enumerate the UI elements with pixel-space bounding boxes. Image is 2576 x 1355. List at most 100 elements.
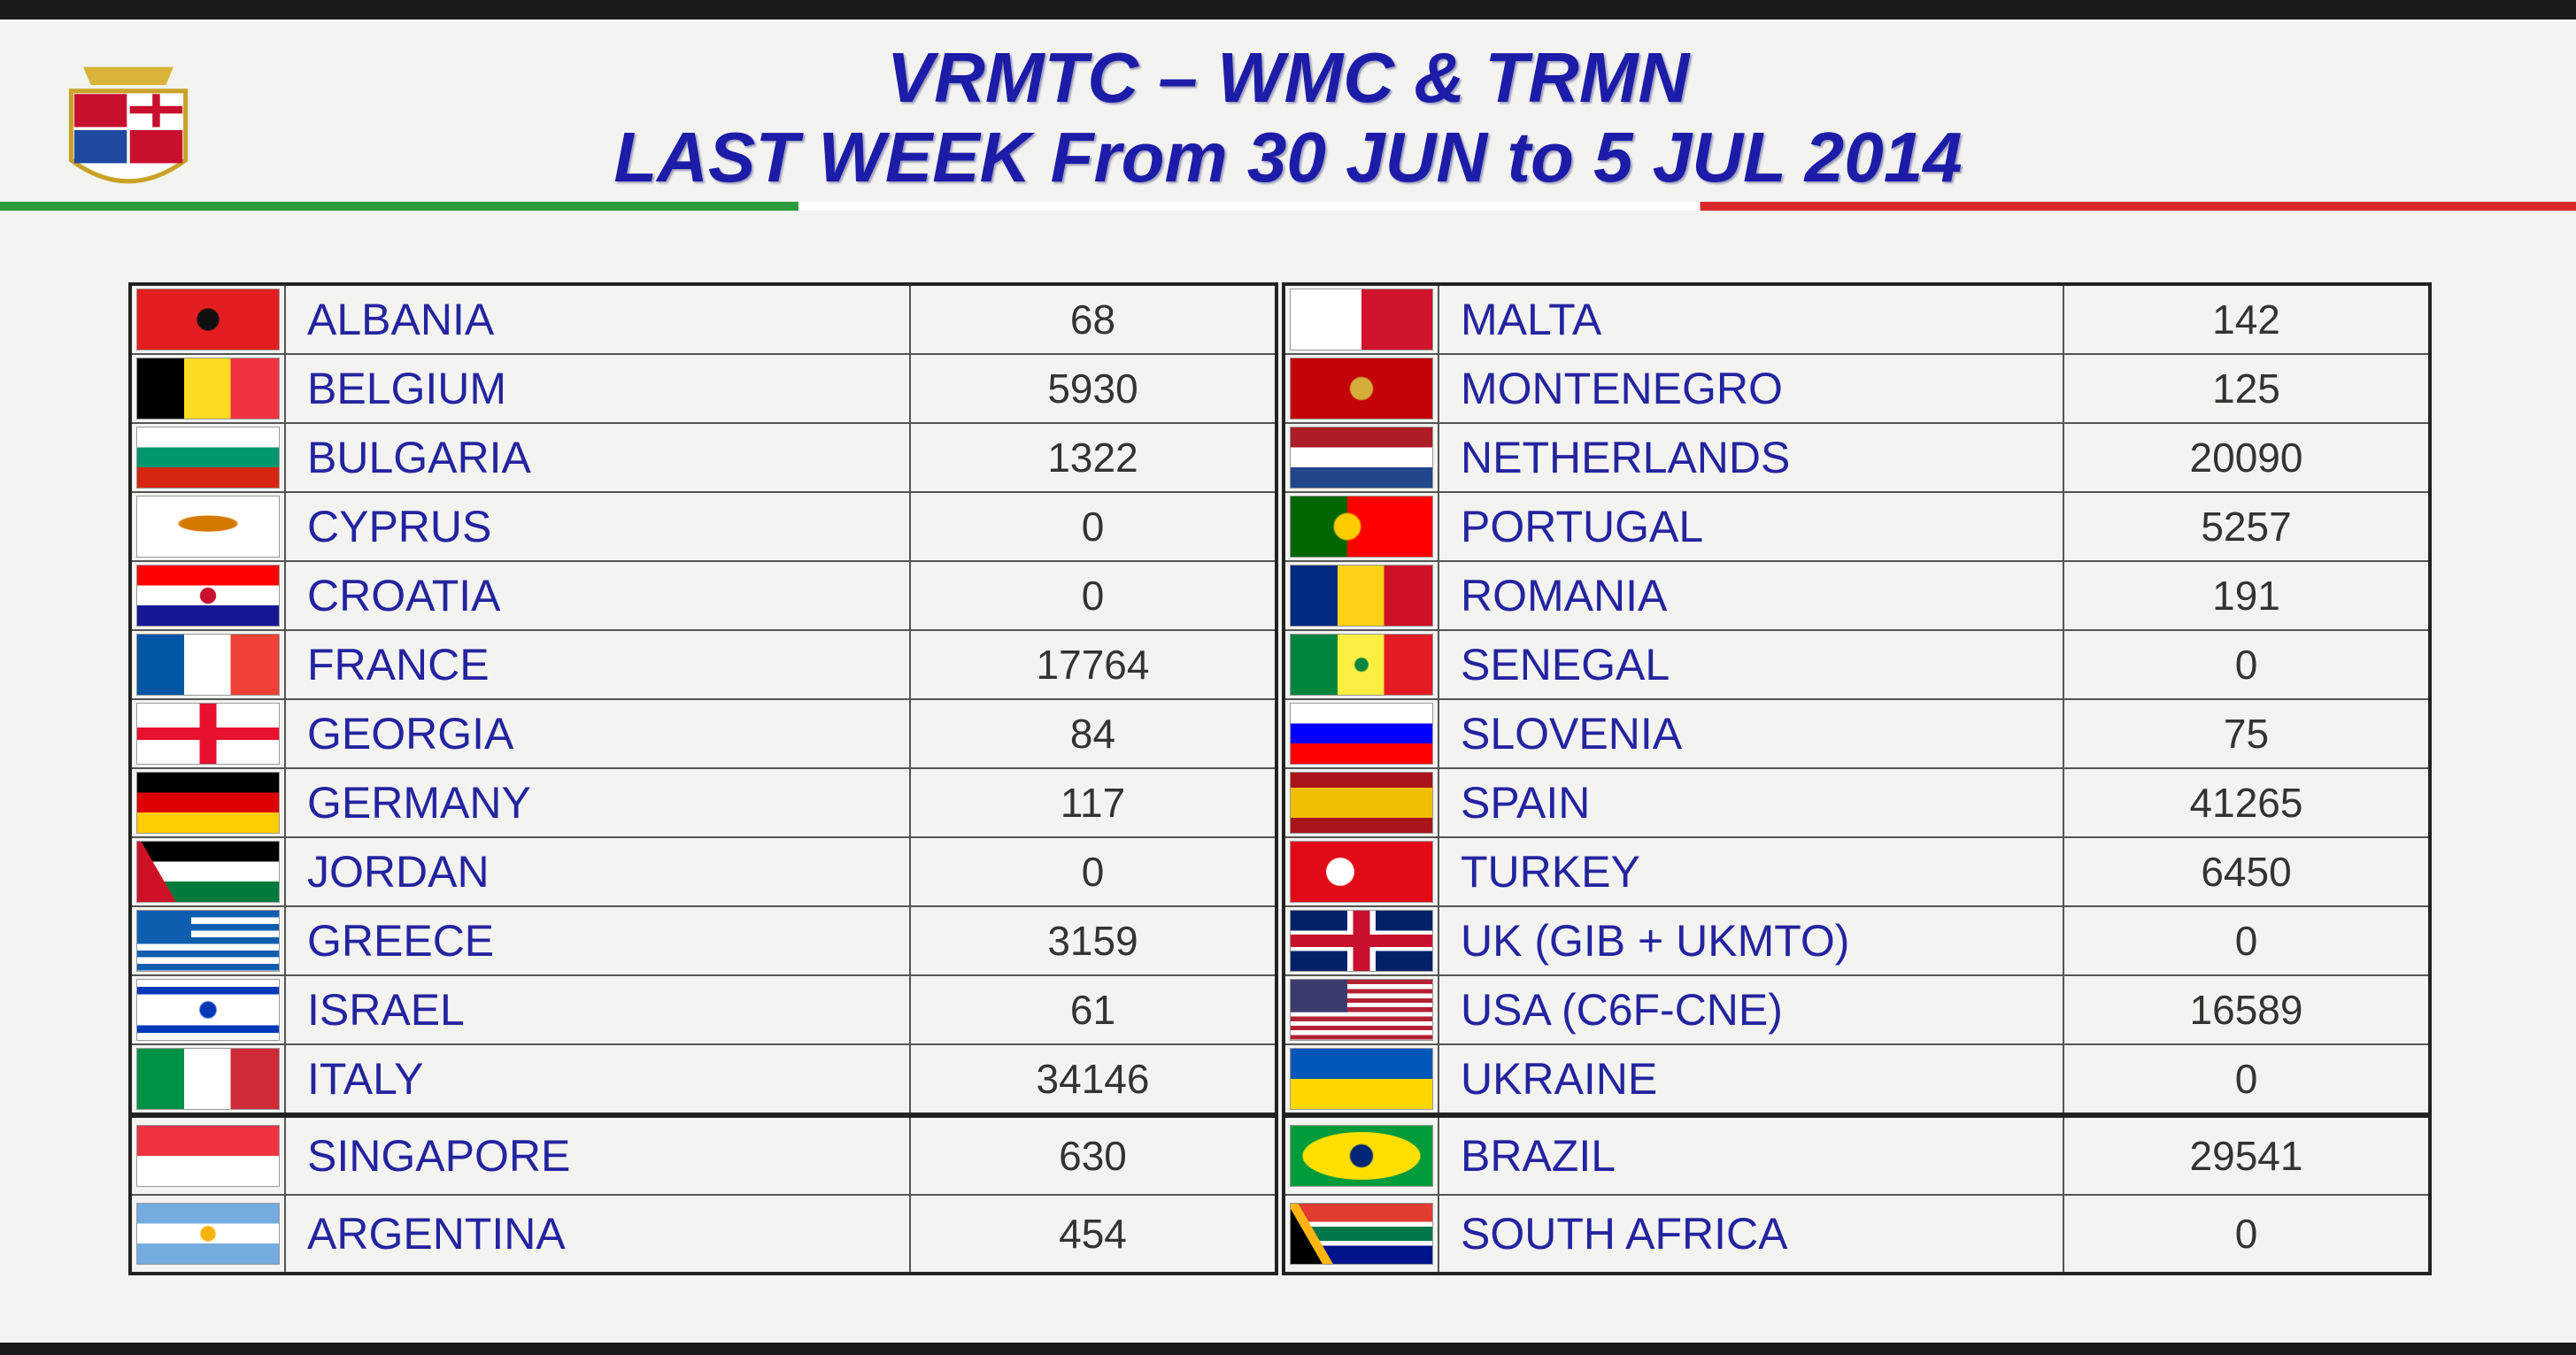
- flag-cell: [129, 767, 286, 838]
- row: SOUTH AFRICA 0: [1283, 1194, 2431, 1274]
- country: SOUTH AFRICA: [1438, 1194, 2064, 1274]
- row: ROMANIA 191: [1283, 560, 2431, 631]
- row: SLOVENIA 75: [1283, 698, 2431, 769]
- flag-cell: [129, 836, 286, 907]
- flag-cell: [1283, 836, 1439, 907]
- country: GERMANY: [284, 767, 911, 838]
- flag-cell: [129, 1194, 286, 1274]
- flag: [1290, 358, 1433, 420]
- table-left: ALBANIA 68 BELGIUM 5930 BULGARIA 1322 CYPRUS 0 C…: [128, 282, 1278, 1275]
- count: 0: [2063, 629, 2431, 700]
- country: GEORGIA: [284, 698, 911, 769]
- country: SINGAPORE: [284, 1112, 911, 1196]
- flag: [136, 496, 280, 558]
- flag-cell: [129, 491, 286, 562]
- row: SINGAPORE 630: [129, 1112, 1277, 1196]
- title-line: LAST WEEK From 30 JUN to 5 JUL 2014: [613, 118, 1963, 196]
- flag-cell: [1283, 283, 1439, 355]
- flag: [136, 772, 280, 834]
- country: ARGENTINA: [284, 1194, 911, 1274]
- row: BELGIUM 5930: [129, 353, 1277, 424]
- row: NETHERLANDS 20090: [1283, 422, 2431, 493]
- row: GREECE 3159: [129, 905, 1277, 976]
- row: MONTENEGRO 125: [1283, 353, 2431, 424]
- flag-cell: [129, 974, 286, 1045]
- country: NETHERLANDS: [1438, 422, 2064, 493]
- flag-cell: [129, 629, 286, 700]
- country: ITALY: [284, 1043, 911, 1116]
- flag-cell: [129, 353, 286, 424]
- row: ITALY 34146: [129, 1043, 1277, 1116]
- flag-cell: [1283, 1112, 1439, 1196]
- count: 20090: [2063, 422, 2431, 493]
- country: JORDAN: [284, 836, 911, 907]
- count: 16589: [2063, 974, 2431, 1045]
- row: CROATIA 0: [129, 560, 1277, 631]
- table-right: MALTA 142 MONTENEGRO 125 NETHERLANDS 20090 POR…: [1282, 282, 2432, 1275]
- flag: [1290, 1048, 1433, 1110]
- row: MALTA 142: [1283, 283, 2431, 355]
- count: 1322: [909, 422, 1277, 493]
- count: 142: [2063, 283, 2431, 355]
- title-line: VRMTC – WMC & TRMN: [886, 38, 1690, 117]
- flag: [136, 979, 280, 1041]
- row: SPAIN 41265: [1283, 767, 2431, 838]
- flag: [1290, 427, 1433, 489]
- row: ARGENTINA 454: [129, 1194, 1277, 1274]
- flag: [1290, 634, 1433, 696]
- row: TURKEY 6450: [1283, 836, 2431, 907]
- flag-cell: [1283, 767, 1439, 838]
- flag-cell: [1283, 698, 1439, 769]
- flag-cell: [1283, 491, 1439, 562]
- row: FRANCE 17764: [129, 629, 1277, 700]
- flag-cell: [129, 283, 286, 355]
- count: 454: [909, 1194, 1277, 1274]
- row: UKRAINE 0: [1283, 1043, 2431, 1116]
- count: 3159: [909, 905, 1277, 976]
- row: JORDAN 0: [129, 836, 1277, 907]
- count: 29541: [2063, 1112, 2431, 1196]
- flag: [1290, 772, 1433, 834]
- country: SLOVENIA: [1438, 698, 2064, 769]
- count: 6450: [2063, 836, 2431, 907]
- country: UKRAINE: [1438, 1043, 2064, 1116]
- flag: [1290, 910, 1433, 972]
- country: GREECE: [284, 905, 911, 976]
- country: UK (GIB + UKMTO): [1438, 905, 2064, 976]
- flag-cell: [129, 422, 286, 493]
- flag: [1290, 496, 1433, 558]
- row: SENEGAL 0: [1283, 629, 2431, 700]
- count: 125: [2063, 353, 2431, 424]
- flag-cell: [1283, 974, 1439, 1045]
- row: ALBANIA 68: [129, 283, 1277, 355]
- row: ISRAEL 61: [129, 974, 1277, 1045]
- flag-cell: [129, 560, 286, 631]
- country: TURKEY: [1438, 836, 2064, 907]
- count: 191: [2063, 560, 2431, 631]
- count: 41265: [2063, 767, 2431, 838]
- country: FRANCE: [284, 629, 911, 700]
- flag: [136, 841, 280, 903]
- flag: [1290, 979, 1433, 1041]
- country: BULGARIA: [284, 422, 911, 493]
- country: USA (C6F-CNE): [1438, 974, 2064, 1045]
- flag: [136, 427, 280, 489]
- flag: [1290, 841, 1433, 903]
- flag-cell: [1283, 422, 1439, 493]
- flag: [136, 1203, 280, 1265]
- count: 0: [2063, 905, 2431, 976]
- flag-cell: [1283, 1194, 1439, 1274]
- count: 0: [2063, 1194, 2431, 1274]
- flag-cell: [1283, 560, 1439, 631]
- flag: [136, 1048, 280, 1110]
- flag-cell: [1283, 629, 1439, 700]
- flag: [136, 1125, 280, 1187]
- country: SENEGAL: [1438, 629, 2064, 700]
- count: 84: [909, 698, 1277, 769]
- row: UK (GIB + UKMTO) 0: [1283, 905, 2431, 976]
- country: BELGIUM: [284, 353, 911, 424]
- flag-cell: [1283, 1043, 1439, 1116]
- row: GEORGIA 84: [129, 698, 1277, 769]
- country: ALBANIA: [284, 283, 911, 355]
